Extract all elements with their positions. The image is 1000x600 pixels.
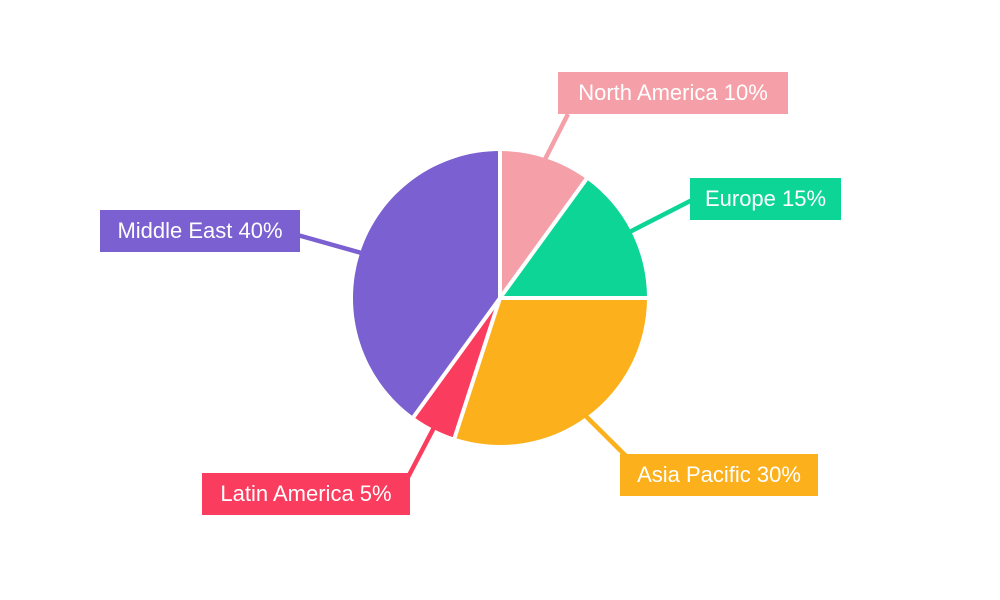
leader-line-europe (629, 195, 698, 234)
pie-callout-asia-pacific: Asia Pacific 30% (620, 454, 818, 496)
leader-line-latin-america (404, 427, 436, 483)
pie-callout-europe: Europe 15% (690, 178, 841, 220)
pie-slice-middle-east (352, 150, 500, 417)
leader-line-middle-east (293, 231, 362, 256)
pie-slice-asia-pacific (454, 298, 647, 446)
pie-slice-latin-america (413, 298, 500, 438)
pie-callout-north-america: North America 10% (558, 72, 788, 114)
pie-slice-europe (500, 179, 647, 298)
leader-line-north-america (543, 112, 571, 161)
slice-separator (452, 297, 502, 439)
pie-callout-middle-east: Middle East 40% (100, 210, 300, 252)
slice-separator (498, 177, 589, 300)
pie-slice-north-america (500, 151, 587, 298)
slice-separator (411, 296, 502, 419)
pie-callout-latin-america: Latin America 5% (202, 473, 410, 515)
